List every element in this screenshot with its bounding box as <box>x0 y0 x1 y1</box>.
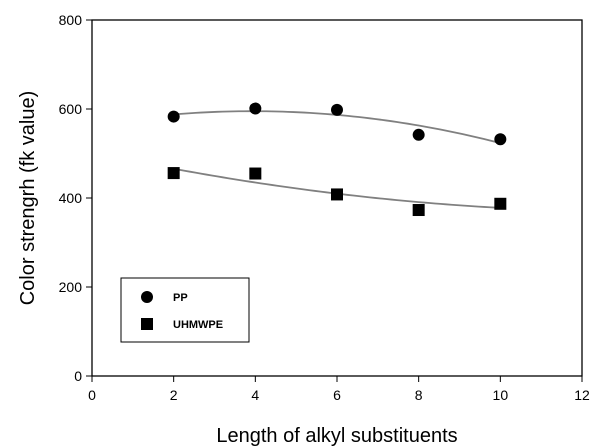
x-tick-label: 12 <box>574 387 590 403</box>
y-tick-label: 400 <box>59 190 83 206</box>
x-tick-label: 4 <box>251 387 259 403</box>
data-point-pp <box>494 133 507 146</box>
legend-box <box>120 277 250 343</box>
x-tick-label: 2 <box>170 387 178 403</box>
data-point-uhmwpe <box>331 188 343 201</box>
legend-label-pp: PP <box>173 292 188 304</box>
data-points <box>167 102 507 217</box>
data-point-uhmwpe <box>494 197 507 210</box>
fit-curve-pp <box>173 110 501 144</box>
x-axis-title: Length of alkyl substituents <box>216 425 457 447</box>
x-tick-label: 10 <box>493 387 509 403</box>
data-point-uhmwpe <box>167 167 180 180</box>
x-axis: 0 2 4 6 8 10 12 <box>88 376 590 403</box>
x-tick-label: 8 <box>415 387 423 403</box>
data-point-pp <box>331 103 343 116</box>
fit-curve-uhmwpe <box>173 167 501 209</box>
y-axis-title: Color strengrh (fk value) <box>17 91 39 306</box>
x-tick-label: 6 <box>333 387 341 403</box>
data-point-pp <box>412 128 425 141</box>
data-point-uhmwpe <box>249 167 262 180</box>
x-tick-label: 0 <box>88 387 96 403</box>
legend-label-uhmwpe: UHMWPE <box>173 319 223 331</box>
data-point-uhmwpe <box>412 204 425 217</box>
y-tick-label: 0 <box>74 368 82 384</box>
legend-marker-uhmwpe <box>141 318 153 330</box>
y-axis: 0 200 400 600 800 <box>59 12 92 384</box>
y-tick-label: 600 <box>59 101 83 117</box>
legend-marker-pp <box>141 291 153 303</box>
data-point-pp <box>249 102 262 115</box>
data-point-pp <box>167 110 180 123</box>
y-tick-label: 200 <box>59 279 83 295</box>
legend: PP UHMWPE <box>120 277 250 343</box>
y-tick-label: 800 <box>59 12 83 28</box>
